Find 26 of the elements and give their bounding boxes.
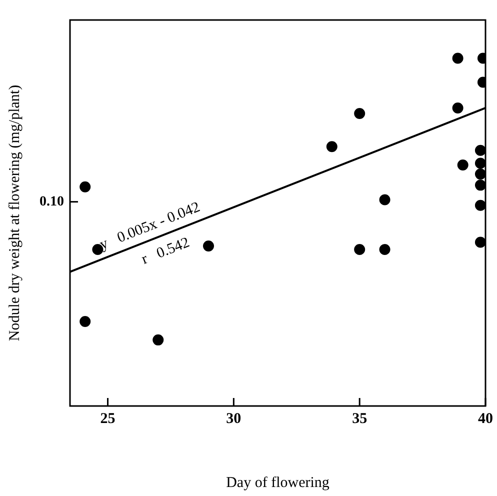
point [452,102,464,114]
point [474,180,486,191]
point [474,236,486,248]
point [379,194,390,206]
point [203,240,214,252]
x-tick-label: 25 [100,410,116,427]
annotation: r 0.542 [139,234,192,268]
text: 0.10 [40,194,64,210]
point [379,244,390,256]
point [354,108,366,120]
point [452,52,464,64]
point [354,244,366,256]
point [457,160,468,171]
point [474,200,486,211]
point [80,181,91,192]
point [474,144,486,156]
y-axis-title: Nodule dry weight at flowering (mg/plant) [6,84,23,342]
point [474,158,486,169]
x-tick-label: 40 [478,410,493,427]
x-axis-title: Day of flowering [226,474,330,491]
x-tick-label: 35 [352,410,368,427]
point [80,316,91,327]
x-tick-label: 30 [226,410,242,427]
point [152,334,164,346]
point [326,141,338,152]
point [474,168,486,180]
